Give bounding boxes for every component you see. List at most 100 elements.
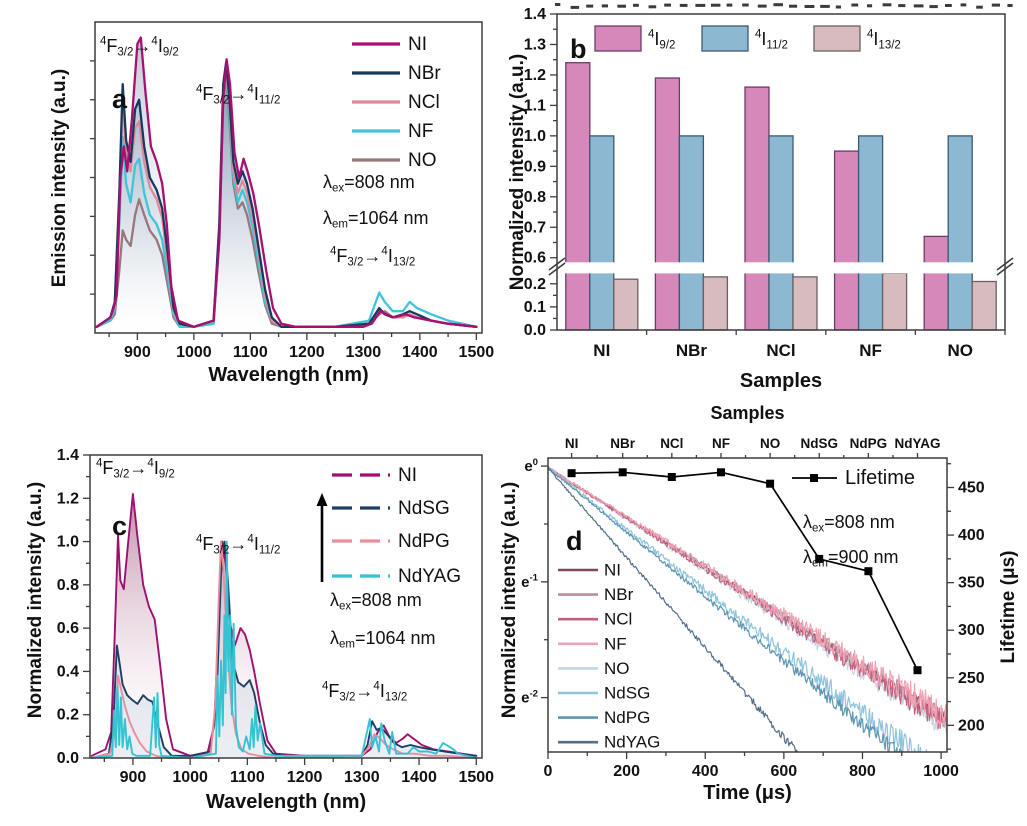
svg-text:1000: 1000 [172,769,208,786]
svg-text:4I9/2: 4I9/2 [648,28,675,51]
svg-text:NF: NF [859,341,882,360]
svg-text:1.2: 1.2 [524,67,546,84]
svg-text:e-1: e-1 [521,573,539,591]
svg-text:NBr: NBr [604,585,634,604]
svg-text:NCl: NCl [408,92,440,113]
svg-text:1.3: 1.3 [524,36,546,53]
svg-text:900: 900 [120,769,147,786]
svg-text:1000: 1000 [176,344,212,361]
svg-text:NF: NF [408,121,433,142]
svg-text:NF: NF [712,436,730,451]
panel-d-decay-lifetime-plot: 0 200 400 600 800 1000 e0 e-1 e-2 NI NBr NCl NF NO NdS… [521,436,985,780]
svg-text:NdSG: NdSG [800,436,838,451]
svg-text:1200: 1200 [287,769,323,786]
panel-d-ylabel-left: Normalized intensity (a.u.) [499,481,520,719]
svg-text:NBr: NBr [408,63,441,84]
svg-text:NdSG: NdSG [398,498,450,519]
svg-text:NI: NI [565,436,579,451]
svg-text:λem=1064 nm: λem=1064 nm [323,208,429,231]
svg-text:NI: NI [593,341,610,360]
svg-text:c: c [112,511,127,541]
svg-text:0.2: 0.2 [524,276,546,293]
svg-text:0.8: 0.8 [524,189,546,206]
svg-text:200: 200 [958,717,985,734]
panel-c-normalized-spectra-plot: 900 1000 1100 1200 1300 1400 1500 0.0 0.2 0.4 0.6 0… [57,447,494,786]
svg-text:NBr: NBr [610,436,635,451]
svg-text:d: d [566,526,583,556]
svg-text:NI: NI [398,465,417,486]
svg-text:NdYAG: NdYAG [398,566,461,587]
svg-text:λex=808 nm: λex=808 nm [330,590,422,613]
svg-text:NdYAG: NdYAG [604,733,660,752]
svg-text:NdPG: NdPG [398,531,450,552]
svg-text:λex=808 nm: λex=808 nm [323,172,415,195]
svg-text:1400: 1400 [401,769,437,786]
panel-a-ylabel: Emission intensity (a.u.) [49,68,70,288]
panel-a-xlabel: Wavelength (nm) [208,364,369,386]
svg-text:NdPG: NdPG [850,436,888,451]
svg-text:1100: 1100 [233,344,268,361]
svg-text:4F3/2→4I11/2: 4F3/2→4I11/2 [196,533,280,556]
svg-text:NdYAG: NdYAG [895,436,941,451]
svg-text:4I13/2: 4I13/2 [867,28,901,51]
svg-text:NI: NI [408,34,427,55]
svg-text:NBr: NBr [676,341,708,360]
svg-text:1.2: 1.2 [57,490,79,507]
svg-text:1.4: 1.4 [57,447,79,464]
svg-text:4F3/2→4I9/2: 4F3/2→4I9/2 [96,457,175,480]
svg-text:900: 900 [124,344,151,361]
svg-text:0.6: 0.6 [57,620,79,637]
svg-text:NdPG: NdPG [604,708,650,727]
panel-b-ylabel: Normalized intensity (a.u.) [507,53,528,291]
svg-text:350: 350 [958,575,985,592]
svg-text:λem=1064 nm: λem=1064 nm [330,628,436,651]
svg-text:600: 600 [771,763,798,780]
svg-text:e-2: e-2 [521,688,538,706]
svg-text:0: 0 [544,763,553,780]
panel-c-xlabel: Wavelength (nm) [205,791,367,813]
panel-b-normalized-intensity-bar-chart: 0.6 0.7 0.8 0.9 1.0 1.1 1.2 1.3 1.4 0.0 0.1 0.2 NI NB… [524,3,1014,360]
svg-text:λex=808 nm: λex=808 nm [803,512,895,535]
svg-text:b: b [570,34,587,64]
svg-text:NO: NO [947,341,973,360]
svg-text:NO: NO [408,150,437,171]
svg-text:1300: 1300 [344,769,380,786]
panel-c-ylabel: Normalized intensity (a.u.) [25,481,46,719]
svg-text:4F3/2→4I11/2: 4F3/2→4I11/2 [196,83,280,106]
svg-text:1300: 1300 [346,344,382,361]
svg-text:0.7: 0.7 [524,219,546,236]
svg-text:1400: 1400 [402,344,438,361]
svg-text:NCl: NCl [660,436,683,451]
svg-text:450: 450 [958,479,985,496]
svg-text:1.4: 1.4 [524,6,546,23]
svg-text:1500: 1500 [459,344,495,361]
svg-text:0.0: 0.0 [57,750,79,767]
svg-text:4F3/2→4I13/2: 4F3/2→4I13/2 [330,245,415,268]
svg-text:200: 200 [613,763,640,780]
svg-text:250: 250 [958,670,985,687]
svg-text:400: 400 [958,527,985,544]
svg-text:0.0: 0.0 [524,322,546,339]
svg-text:4I11/2: 4I11/2 [755,28,788,51]
svg-text:NI: NI [604,561,621,580]
svg-text:800: 800 [849,763,876,780]
svg-text:1.1: 1.1 [524,97,546,114]
panel-d-xlabel: Time (μs) [703,782,792,804]
panel-d-top-axis-title: Samples [710,403,785,423]
svg-text:1000: 1000 [923,763,959,780]
svg-text:300: 300 [958,622,985,639]
panel-d-ylabel-right: Lifetime (μs) [998,550,1019,664]
svg-text:NdSG: NdSG [604,684,650,703]
svg-text:NCl: NCl [604,610,632,629]
svg-text:4F3/2→4I9/2: 4F3/2→4I9/2 [100,35,179,58]
panel-b-xlabel: Samples [739,370,823,392]
svg-text:1.0: 1.0 [57,534,79,551]
svg-text:Lifetime: Lifetime [845,467,915,489]
svg-text:0.2: 0.2 [57,707,79,724]
svg-text:0.8: 0.8 [57,577,79,594]
svg-text:1100: 1100 [230,769,265,786]
svg-text:1.0: 1.0 [524,128,546,145]
svg-text:NO: NO [760,436,780,451]
svg-text:a: a [112,84,128,114]
